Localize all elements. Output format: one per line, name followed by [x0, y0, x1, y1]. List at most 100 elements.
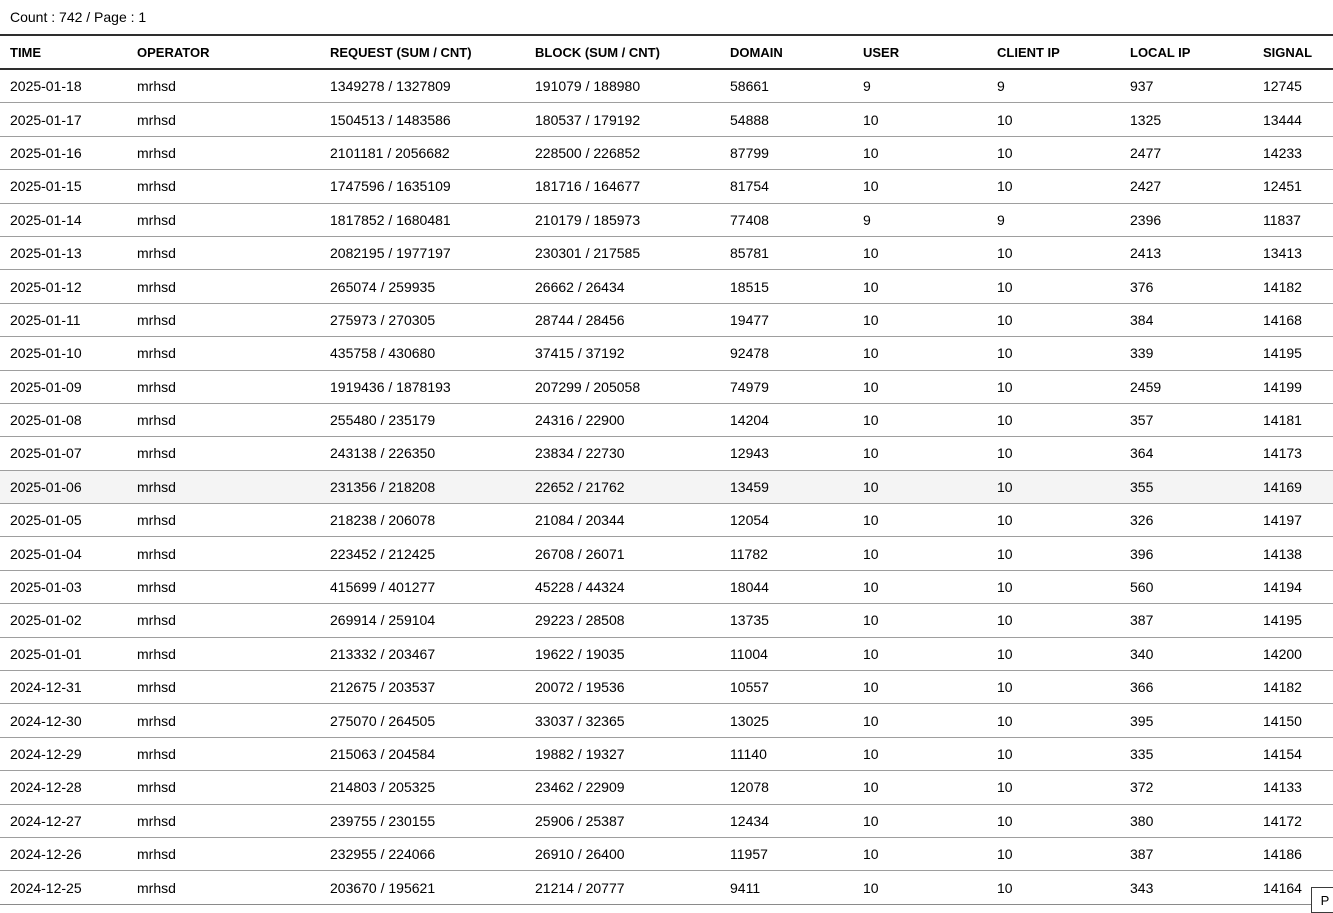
cell-local-ip: 387 [1120, 603, 1253, 638]
cell-user: 10 [853, 303, 987, 338]
cell-domain: 13735 [720, 603, 853, 638]
cell-domain: 9411 [720, 870, 853, 905]
cell-local-ip: 340 [1120, 637, 1253, 672]
table-row[interactable]: 2025-01-06 mrhsd 231356 / 218208 22652 / 21… [0, 470, 1333, 505]
cell-request-sum-cnt: 435758 / 430680 [320, 336, 525, 371]
table-row[interactable]: 2025-01-14 mrhsd 1817852 / 1680481 210179 /… [0, 203, 1333, 237]
cell-request-sum-cnt: 213332 / 203467 [320, 637, 525, 672]
cell-request-sum-cnt: 1919436 / 1878193 [320, 370, 525, 404]
cell-local-ip: 395 [1120, 703, 1253, 738]
cell-user: 10 [853, 703, 987, 738]
cell-domain: 12943 [720, 436, 853, 471]
table-row[interactable]: 2024-12-29 mrhsd 215063 / 204584 19882 / 19… [0, 737, 1333, 772]
cell-client-ip: 10 [987, 770, 1120, 805]
cell-block-sum-cnt: 210179 / 185973 [525, 203, 720, 237]
cell-block-sum-cnt: 26910 / 26400 [525, 837, 720, 872]
cell-block-sum-cnt: 25906 / 25387 [525, 804, 720, 838]
cell-block-sum-cnt: 20072 / 19536 [525, 670, 720, 705]
cell-local-ip: 384 [1120, 303, 1253, 338]
cell-block-sum-cnt: 26708 / 26071 [525, 536, 720, 571]
cell-signal: 14233 [1253, 136, 1333, 171]
cell-client-ip: 10 [987, 837, 1120, 872]
table-row[interactable]: 2024-12-28 mrhsd 214803 / 205325 23462 / 22… [0, 770, 1333, 805]
cell-operator: mrhsd [127, 403, 320, 438]
cell-local-ip: 372 [1120, 770, 1253, 805]
cell-user: 10 [853, 737, 987, 772]
cell-time: 2025-01-16 [0, 136, 127, 171]
cell-time: 2025-01-12 [0, 269, 127, 304]
cell-time: 2025-01-01 [0, 637, 127, 672]
cell-domain: 58661 [720, 69, 853, 104]
cell-user: 10 [853, 370, 987, 404]
cell-local-ip: 1325 [1120, 102, 1253, 137]
cell-request-sum-cnt: 2082195 / 1977197 [320, 236, 525, 271]
table-row[interactable]: 2024-12-26 mrhsd 232955 / 224066 26910 / 26… [0, 837, 1333, 872]
table-row[interactable]: 2025-01-04 mrhsd 223452 / 212425 26708 / 26… [0, 536, 1333, 571]
cell-signal: 14172 [1253, 804, 1333, 838]
cell-local-ip: 387 [1120, 837, 1253, 872]
table-body: 2025-01-18 mrhsd 1349278 / 1327809 191079 /… [0, 69, 1333, 905]
table-row[interactable]: 2025-01-01 mrhsd 213332 / 203467 19622 / 19… [0, 637, 1333, 672]
cell-block-sum-cnt: 23462 / 22909 [525, 770, 720, 805]
table-row[interactable]: 2024-12-31 mrhsd 212675 / 203537 20072 / 19… [0, 670, 1333, 705]
cell-operator: mrhsd [127, 804, 320, 838]
cell-time: 2025-01-15 [0, 169, 127, 204]
cell-client-ip: 10 [987, 703, 1120, 738]
cell-time: 2025-01-13 [0, 236, 127, 271]
table-row[interactable]: 2025-01-12 mrhsd 265074 / 259935 26662 / 26… [0, 269, 1333, 304]
cell-block-sum-cnt: 230301 / 217585 [525, 236, 720, 271]
cell-signal: 12745 [1253, 69, 1333, 104]
cell-request-sum-cnt: 269914 / 259104 [320, 603, 525, 638]
cell-operator: mrhsd [127, 503, 320, 538]
table-row[interactable]: 2025-01-08 mrhsd 255480 / 235179 24316 / 22… [0, 403, 1333, 438]
table-row[interactable]: 2025-01-03 mrhsd 415699 / 401277 45228 / 44… [0, 570, 1333, 605]
table-row[interactable]: 2025-01-09 mrhsd 1919436 / 1878193 207299 /… [0, 370, 1333, 404]
count-page-label: Count : 742 / Page : 1 [10, 9, 147, 25]
table-row[interactable]: 2025-01-13 mrhsd 2082195 / 1977197 230301 /… [0, 236, 1333, 271]
cell-request-sum-cnt: 215063 / 204584 [320, 737, 525, 772]
cell-time: 2025-01-09 [0, 370, 127, 404]
table-row[interactable]: 2025-01-07 mrhsd 243138 / 226350 23834 / 22… [0, 436, 1333, 471]
cell-time: 2024-12-29 [0, 737, 127, 772]
cell-operator: mrhsd [127, 136, 320, 171]
cell-domain: 12434 [720, 804, 853, 838]
cell-user: 10 [853, 102, 987, 137]
cell-client-ip: 10 [987, 436, 1120, 471]
cell-request-sum-cnt: 212675 / 203537 [320, 670, 525, 705]
cell-user: 10 [853, 804, 987, 838]
cell-domain: 12078 [720, 770, 853, 805]
table-row[interactable]: 2025-01-10 mrhsd 435758 / 430680 37415 / 37… [0, 336, 1333, 371]
cell-domain: 19477 [720, 303, 853, 338]
cell-signal: 14154 [1253, 737, 1333, 772]
cell-block-sum-cnt: 23834 / 22730 [525, 436, 720, 471]
cell-request-sum-cnt: 275973 / 270305 [320, 303, 525, 338]
cell-client-ip: 10 [987, 804, 1120, 838]
cell-time: 2025-01-02 [0, 603, 127, 638]
table-row[interactable]: 2025-01-15 mrhsd 1747596 / 1635109 181716 /… [0, 169, 1333, 204]
table-row[interactable]: 2024-12-25 mrhsd 203670 / 195621 21214 / 20… [0, 870, 1333, 905]
cell-signal: 14182 [1253, 670, 1333, 705]
table-row[interactable]: 2025-01-17 mrhsd 1504513 / 1483586 180537 /… [0, 102, 1333, 137]
cell-client-ip: 10 [987, 470, 1120, 505]
cell-domain: 77408 [720, 203, 853, 237]
table-row[interactable]: 2025-01-18 mrhsd 1349278 / 1327809 191079 /… [0, 69, 1333, 104]
pagination-button[interactable]: P [1311, 887, 1333, 913]
table-row[interactable]: 2025-01-11 mrhsd 275973 / 270305 28744 / 28… [0, 303, 1333, 338]
table-row[interactable]: 2024-12-30 mrhsd 275070 / 264505 33037 / 32… [0, 703, 1333, 738]
table-row[interactable]: 2025-01-02 mrhsd 269914 / 259104 29223 / 28… [0, 603, 1333, 638]
cell-operator: mrhsd [127, 303, 320, 338]
cell-client-ip: 10 [987, 269, 1120, 304]
cell-request-sum-cnt: 1817852 / 1680481 [320, 203, 525, 237]
cell-client-ip: 10 [987, 570, 1120, 605]
table-row[interactable]: 2025-01-16 mrhsd 2101181 / 2056682 228500 /… [0, 136, 1333, 171]
cell-operator: mrhsd [127, 470, 320, 505]
cell-request-sum-cnt: 239755 / 230155 [320, 804, 525, 838]
cell-time: 2025-01-07 [0, 436, 127, 471]
table-row[interactable]: 2025-01-05 mrhsd 218238 / 206078 21084 / 20… [0, 503, 1333, 538]
cell-block-sum-cnt: 191079 / 188980 [525, 69, 720, 104]
column-header-operator: OPERATOR [127, 36, 320, 70]
cell-operator: mrhsd [127, 536, 320, 571]
table-row[interactable]: 2024-12-27 mrhsd 239755 / 230155 25906 / 25… [0, 804, 1333, 838]
cell-operator: mrhsd [127, 436, 320, 471]
